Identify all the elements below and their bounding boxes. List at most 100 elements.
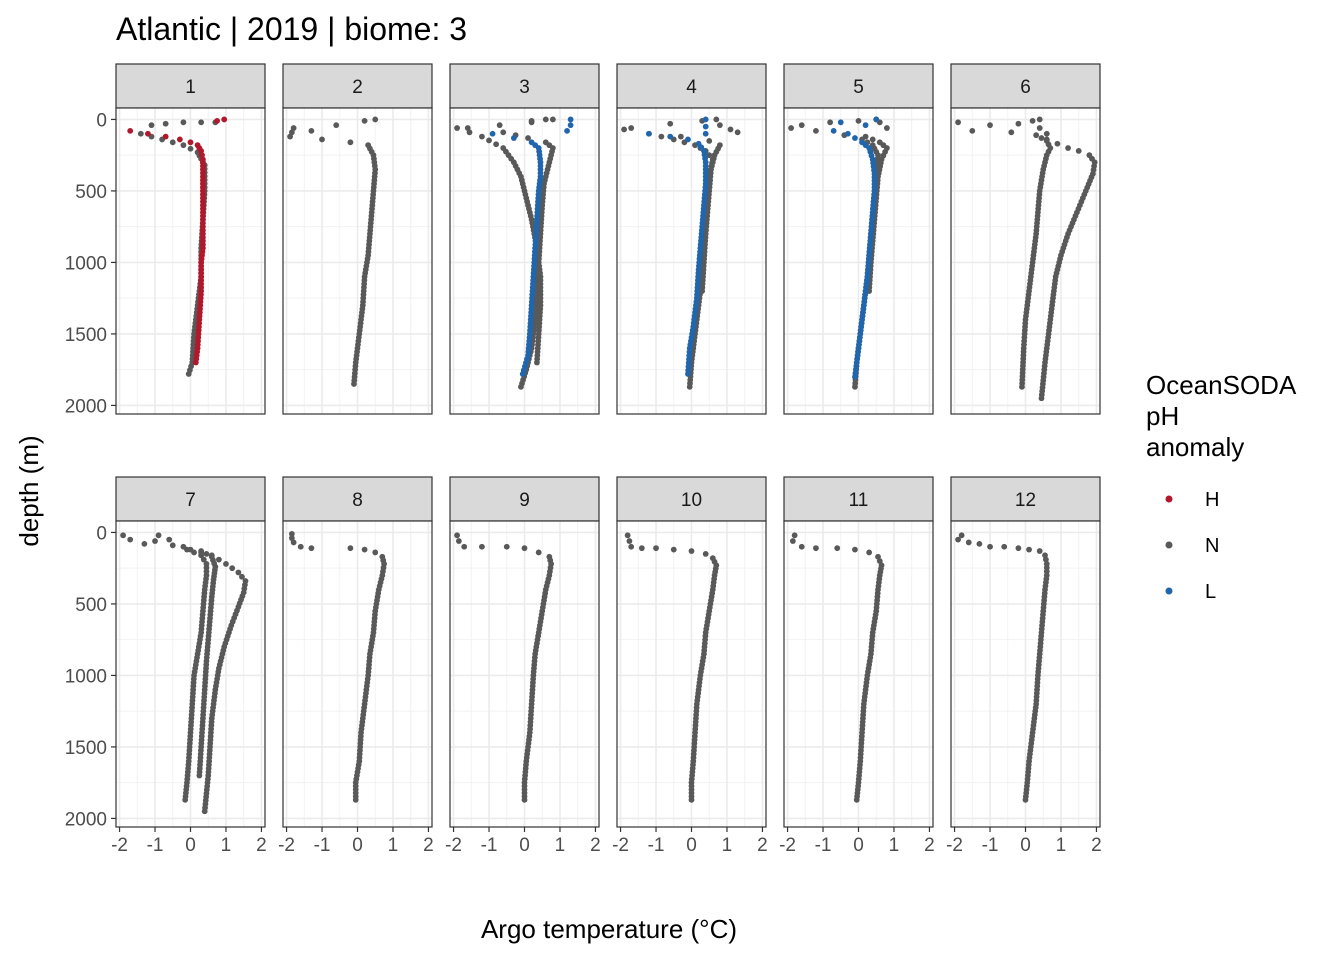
data-point bbox=[653, 545, 659, 552]
data-point bbox=[176, 136, 183, 143]
data-point bbox=[192, 359, 199, 366]
facet-strip bbox=[115, 476, 266, 522]
data-point bbox=[702, 123, 709, 130]
x-tick-label: -2 bbox=[445, 835, 462, 856]
data-point bbox=[686, 383, 693, 390]
data-point bbox=[1036, 116, 1043, 123]
data-point bbox=[813, 545, 819, 552]
data-point bbox=[658, 133, 665, 140]
data-point bbox=[1019, 383, 1025, 390]
data-point bbox=[528, 117, 535, 124]
chart-title: Atlantic | 2019 | biome: 3 bbox=[116, 11, 467, 47]
legend-entry-label: H bbox=[1205, 489, 1219, 511]
facet-panel: 7 0 500 1000 1500 2000-2 -1 0 1 2 bbox=[65, 476, 267, 856]
profile-N bbox=[500, 116, 556, 390]
data-point bbox=[203, 550, 210, 557]
data-point bbox=[297, 543, 304, 550]
x-tick-label: -1 bbox=[481, 835, 498, 856]
data-point bbox=[351, 381, 357, 387]
data-point bbox=[688, 548, 695, 554]
facet-strip-label: 1 bbox=[185, 77, 196, 98]
data-point bbox=[319, 136, 325, 143]
data-point bbox=[1022, 796, 1029, 803]
data-point bbox=[677, 133, 684, 140]
facet-strip bbox=[282, 63, 433, 109]
data-point bbox=[667, 133, 674, 140]
x-tick-label: 0 bbox=[1020, 835, 1031, 856]
facet-strip-label: 9 bbox=[519, 490, 530, 511]
data-point bbox=[798, 543, 805, 550]
data-point bbox=[347, 139, 354, 146]
data-point bbox=[201, 808, 208, 815]
data-point bbox=[955, 536, 961, 543]
facet-strip-label: 7 bbox=[185, 490, 196, 511]
data-point bbox=[706, 152, 713, 159]
data-point bbox=[667, 120, 674, 127]
data-point bbox=[239, 573, 245, 580]
data-point bbox=[1026, 546, 1032, 553]
facet-strip bbox=[282, 476, 433, 522]
facet-strip-label: 5 bbox=[853, 77, 864, 98]
data-point bbox=[308, 127, 315, 134]
legend-title-line: OceanSODA bbox=[1146, 370, 1297, 400]
data-point bbox=[837, 119, 844, 126]
data-point bbox=[148, 122, 155, 129]
data-point bbox=[958, 532, 965, 539]
data-point bbox=[702, 550, 709, 557]
x-tick-label: 1 bbox=[221, 835, 232, 856]
data-point bbox=[466, 129, 473, 136]
data-point bbox=[535, 549, 542, 556]
data-point bbox=[503, 543, 510, 550]
facet-strip-label: 10 bbox=[681, 490, 702, 511]
x-tick-label: 1 bbox=[722, 835, 733, 856]
data-point bbox=[162, 120, 169, 127]
data-point bbox=[1033, 132, 1040, 139]
profile-N bbox=[288, 530, 388, 803]
data-point bbox=[564, 127, 570, 134]
x-tick-label: -2 bbox=[946, 835, 963, 856]
y-tick-label: 2000 bbox=[65, 809, 107, 830]
data-point bbox=[141, 540, 148, 547]
y-tick-label: 2000 bbox=[65, 396, 107, 417]
data-point bbox=[518, 383, 524, 390]
data-point bbox=[1075, 147, 1082, 154]
facet-strip-label: 6 bbox=[1020, 77, 1031, 98]
data-point bbox=[519, 371, 526, 377]
legend-entry-label: L bbox=[1205, 581, 1216, 603]
profile-N bbox=[677, 122, 741, 294]
facet-panel: 1 0 500 1000 1500 2000 bbox=[65, 63, 266, 417]
legend: OceanSODA pH anomaly H N L bbox=[1146, 370, 1297, 603]
data-point bbox=[1015, 120, 1022, 127]
facet-strip-label: 11 bbox=[849, 490, 869, 511]
data-point bbox=[1043, 130, 1050, 137]
data-point bbox=[155, 532, 162, 539]
data-point bbox=[827, 119, 834, 126]
data-point bbox=[626, 538, 633, 544]
data-point bbox=[145, 130, 151, 137]
data-point bbox=[1001, 543, 1008, 550]
data-point bbox=[1029, 117, 1036, 124]
profile-N bbox=[287, 116, 379, 387]
data-point bbox=[788, 125, 794, 131]
data-point bbox=[361, 117, 368, 124]
facet-panel: 8 -2 -1 0 1 2 bbox=[278, 476, 434, 856]
x-tick-label: 1 bbox=[388, 835, 399, 856]
y-tick-label: 500 bbox=[75, 182, 107, 203]
facet-strip-label: 3 bbox=[519, 77, 530, 98]
data-point bbox=[853, 796, 860, 803]
x-tick-label: 2 bbox=[1091, 835, 1102, 856]
data-point bbox=[347, 545, 354, 552]
legend-title-line: anomaly bbox=[1146, 432, 1244, 462]
data-point bbox=[308, 545, 315, 552]
data-point bbox=[791, 532, 798, 539]
profile-H bbox=[127, 116, 228, 366]
data-point bbox=[1038, 395, 1045, 402]
data-point bbox=[1065, 145, 1071, 151]
data-point bbox=[727, 126, 734, 133]
data-point bbox=[235, 569, 242, 576]
facet-strip bbox=[950, 476, 1101, 522]
x-axis-title: Argo temperature (°C) bbox=[481, 914, 737, 944]
data-point bbox=[521, 545, 528, 552]
x-tick-label: -2 bbox=[779, 835, 796, 856]
facet-strip bbox=[783, 63, 934, 109]
